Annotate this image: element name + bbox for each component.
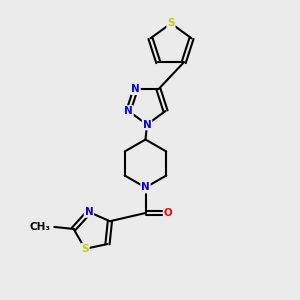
Text: S: S <box>81 244 89 254</box>
Text: N: N <box>141 182 150 193</box>
Text: O: O <box>164 208 172 218</box>
Text: N: N <box>131 84 140 94</box>
Text: S: S <box>167 18 175 28</box>
Text: N: N <box>85 207 93 217</box>
Text: N: N <box>142 119 152 130</box>
Text: N: N <box>124 106 133 116</box>
Text: CH₃: CH₃ <box>30 222 51 232</box>
